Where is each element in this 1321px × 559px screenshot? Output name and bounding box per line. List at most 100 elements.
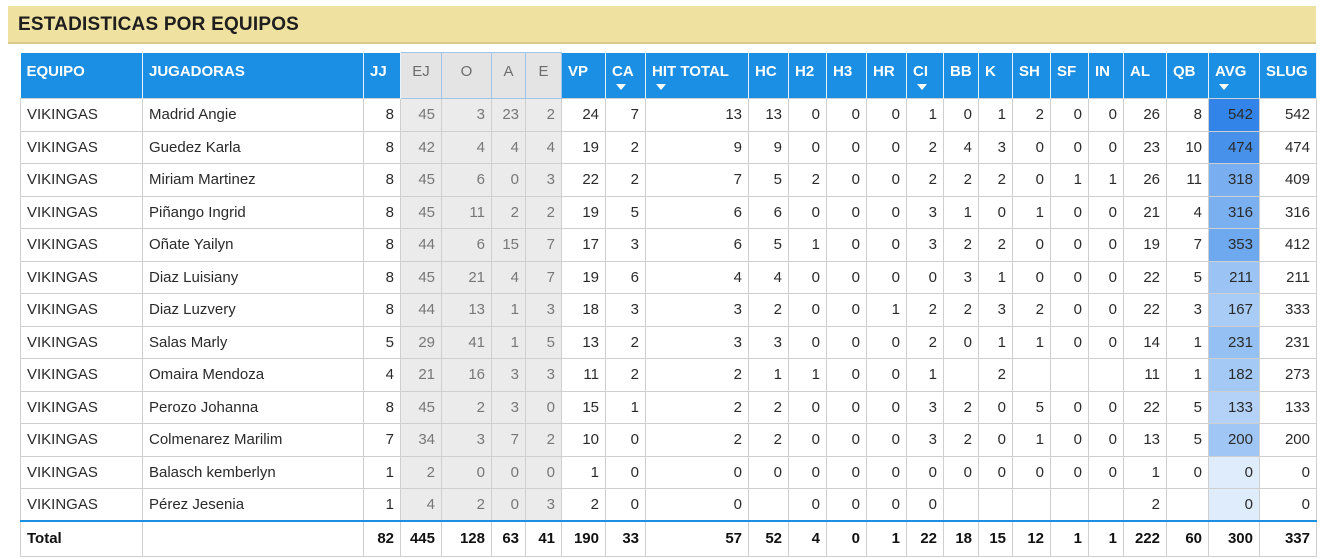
column-header: AVG: [1208, 52, 1260, 99]
number-cell: 2: [645, 423, 749, 457]
data-row: VIKINGAS Diaz Luisiany 8 45 21 4 7 19 6 4 4 0 0 0 0 3 1 0…: [20, 260, 1317, 294]
number-cell: 4: [748, 260, 789, 294]
number-cell: 3: [748, 325, 789, 359]
number-cell: 542: [1259, 98, 1317, 132]
number-cell: 0: [866, 390, 907, 424]
number-cell: 0: [826, 423, 867, 457]
number-cell: 2: [491, 195, 526, 229]
number-cell: 5: [1166, 390, 1209, 424]
text-cell: Diaz Luzvery: [142, 293, 364, 327]
number-cell: 0: [1050, 455, 1089, 489]
number-cell: 2: [441, 390, 492, 424]
number-cell: 0: [1012, 228, 1051, 262]
number-cell: 0: [788, 423, 827, 457]
number-cell: 0: [788, 455, 827, 489]
text-cell: VIKINGAS: [20, 130, 143, 164]
number-cell: 82: [363, 520, 401, 557]
text-cell: Omaira Mendoza: [142, 358, 364, 392]
number-cell: 1: [1012, 195, 1051, 229]
number-cell: 1: [866, 293, 907, 327]
number-cell: 2: [645, 390, 749, 424]
number-cell: 1: [363, 488, 401, 522]
data-row: VIKINGAS Salas Marly 5 29 41 1 5 13 2 3 3 0 0 0 2 0 1 1 0 0…: [20, 325, 1317, 359]
number-cell: 182: [1208, 358, 1260, 392]
text-cell: Miriam Martinez: [142, 163, 364, 197]
number-cell: 190: [561, 520, 606, 557]
total-row: Total 82 445 128 63 41 190 33 57 52 4 0 1 22 18 15 12 1 1 2…: [20, 520, 1317, 557]
text-cell: VIKINGAS: [20, 358, 143, 392]
number-cell: 1: [748, 358, 789, 392]
number-cell: 6: [441, 163, 492, 197]
column-header: JJ: [363, 52, 401, 99]
number-cell: 0: [826, 228, 867, 262]
data-row: VIKINGAS Perozo Johanna 8 45 2 3 0 15 1 2 2 0 0 0 3 2 0 5…: [20, 390, 1317, 424]
number-cell: 0: [1208, 455, 1260, 489]
number-cell: 0: [1050, 98, 1089, 132]
number-cell: 18: [943, 520, 979, 557]
column-header: EQUIPO: [20, 52, 143, 99]
number-cell: 200: [1208, 423, 1260, 457]
column-header: CA: [605, 52, 646, 99]
number-cell: 0: [1088, 260, 1124, 294]
number-cell: [1088, 358, 1124, 392]
number-cell: 6: [645, 195, 749, 229]
number-cell: 12: [1012, 520, 1051, 557]
title: ESTADISTICAS POR EQUIPOS: [18, 14, 300, 35]
column-header: O: [441, 52, 492, 99]
number-cell: 0: [866, 260, 907, 294]
number-cell: 1: [1123, 455, 1167, 489]
number-cell: 2: [605, 130, 646, 164]
column-header: H3: [826, 52, 867, 99]
number-cell: [1050, 358, 1089, 392]
number-cell: 0: [866, 325, 907, 359]
number-cell: 2: [525, 98, 562, 132]
number-cell: 300: [1208, 520, 1260, 557]
number-cell: 4: [441, 130, 492, 164]
number-cell: 2: [943, 293, 979, 327]
number-cell: 33: [605, 520, 646, 557]
number-cell: 17: [561, 228, 606, 262]
number-cell: 1: [943, 195, 979, 229]
number-cell: 13: [645, 98, 749, 132]
number-cell: 21: [1123, 195, 1167, 229]
number-cell: 21: [441, 260, 492, 294]
number-cell: [1050, 488, 1089, 522]
number-cell: 316: [1208, 195, 1260, 229]
number-cell: 1: [363, 455, 401, 489]
text-cell: Total: [20, 520, 143, 557]
data-row: VIKINGAS Oñate Yailyn 8 44 6 15 7 17 3 6 5 1 0 0 3 2 2 0 0…: [20, 228, 1317, 262]
number-cell: 0: [491, 163, 526, 197]
number-cell: 273: [1259, 358, 1317, 392]
number-cell: 4: [645, 260, 749, 294]
number-cell: 1: [605, 390, 646, 424]
number-cell: 167: [1208, 293, 1260, 327]
stats-table: EQUIPO JUGADORAS JJ EJ O A E VP CA HIT TOTAL HC H2 H…: [20, 52, 1317, 557]
number-cell: 0: [1088, 130, 1124, 164]
number-cell: 8: [1166, 98, 1209, 132]
number-cell: 24: [561, 98, 606, 132]
number-cell: 0: [788, 130, 827, 164]
number-cell: [748, 488, 789, 522]
number-cell: 0: [826, 293, 867, 327]
number-cell: 0: [788, 260, 827, 294]
number-cell: 3: [525, 488, 562, 522]
number-cell: 0: [788, 293, 827, 327]
number-cell: 7: [605, 98, 646, 132]
number-cell: 474: [1259, 130, 1317, 164]
number-cell: 0: [1050, 130, 1089, 164]
number-cell: 22: [1123, 260, 1167, 294]
number-cell: 45: [400, 390, 442, 424]
number-cell: 2: [605, 325, 646, 359]
number-cell: 0: [1088, 195, 1124, 229]
number-cell: 0: [1088, 228, 1124, 262]
number-cell: 41: [525, 520, 562, 557]
number-cell: 15: [491, 228, 526, 262]
number-cell: 0: [866, 423, 907, 457]
data-row: VIKINGAS Piñango Ingrid 8 45 11 2 2 19 5 6 6 0 0 0 3 1 0…: [20, 195, 1317, 229]
number-cell: 1: [788, 358, 827, 392]
number-cell: 200: [1259, 423, 1317, 457]
number-cell: 1: [978, 98, 1013, 132]
number-cell: 2: [1012, 293, 1051, 327]
number-cell: 8: [363, 98, 401, 132]
data-row: VIKINGAS Madrid Angie 8 45 3 23 2 24 7 13 13 0 0 0 1 0 1…: [20, 98, 1317, 132]
